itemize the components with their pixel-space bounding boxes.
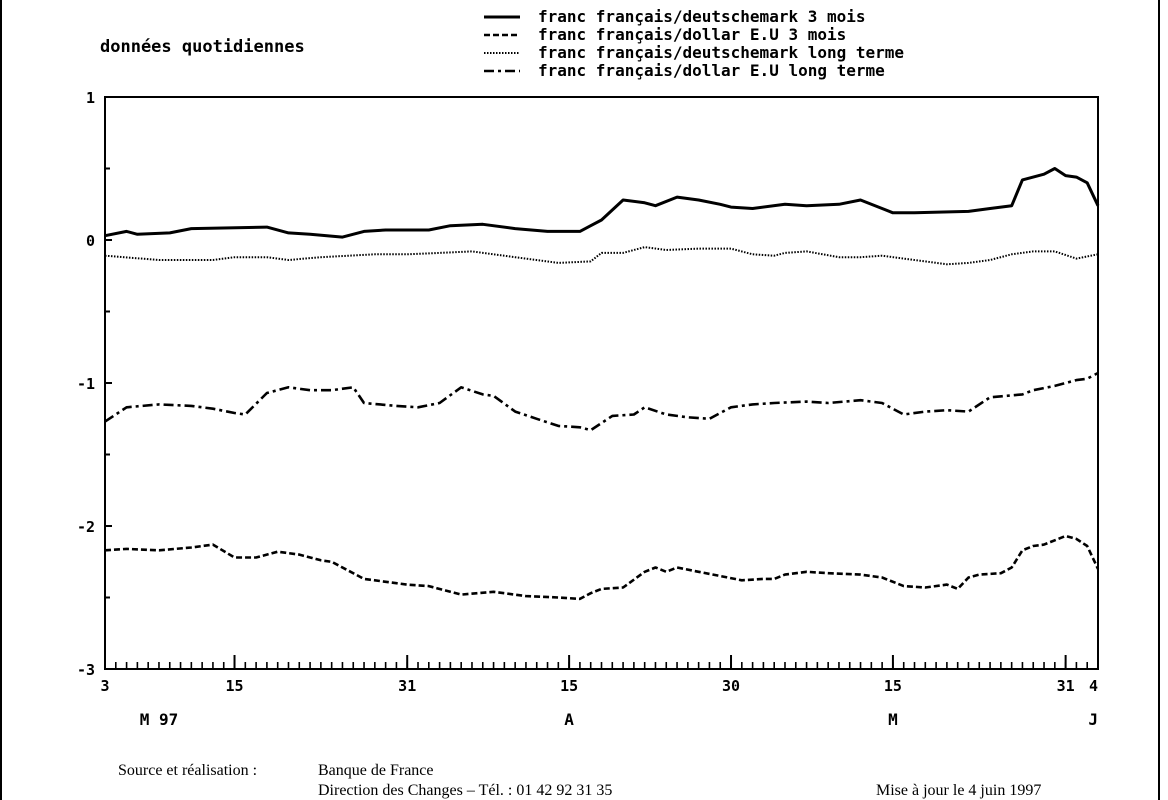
source-dept: Direction des Changes – Tél. : 01 42 92 … [318, 782, 613, 799]
legend-label: franc français/deutschemark long terme [538, 43, 904, 62]
chart-subtitle: données quotidiennes [100, 37, 305, 57]
legend-label: franc français/deutschemark 3 mois [538, 7, 866, 26]
legend-label: franc français/dollar E.U 3 mois [538, 25, 846, 44]
x-tick-label: 15 [225, 677, 243, 695]
month-label: M [888, 710, 898, 729]
x-tick-label: 15 [560, 677, 578, 695]
series-line-4 [104, 371, 1099, 432]
legend-label: franc français/dollar E.U long terme [538, 61, 885, 80]
axes: 1 0 -1 -2 -3 3 15 31 15 30 15 31 4 M 97 A M J [77, 89, 1099, 729]
y-tick-label: -3 [77, 661, 95, 679]
update-date: Mise à jour le 4 juin 1997 [876, 782, 1042, 799]
series-line-2 [104, 534, 1100, 601]
y-tick-label: -1 [77, 375, 95, 393]
month-label: M 97 [140, 710, 179, 729]
x-tick-label: 4 [1089, 677, 1098, 695]
y-tick-label: 1 [86, 89, 95, 107]
x-tick-label: 31 [1057, 677, 1075, 695]
source-org: Banque de France [318, 762, 434, 779]
month-label: A [564, 710, 574, 729]
y-tick-label: -2 [77, 518, 95, 536]
legend: franc français/deutschemark 3 moisfranc … [484, 7, 904, 80]
source-label: Source et réalisation : [118, 762, 258, 779]
x-tick-label: 3 [100, 677, 109, 695]
x-tick-label: 31 [398, 677, 416, 695]
y-tick-label: 0 [86, 232, 95, 250]
series-line-3 [104, 246, 1099, 266]
x-tick-label: 30 [722, 677, 740, 695]
series-layer [104, 167, 1100, 601]
x-tick-label: 15 [884, 677, 902, 695]
series-line-1 [104, 167, 1100, 239]
chart: données quotidiennes franc français/deut… [77, 7, 1100, 729]
plot-frame [104, 96, 1099, 670]
month-label: J [1088, 710, 1098, 729]
